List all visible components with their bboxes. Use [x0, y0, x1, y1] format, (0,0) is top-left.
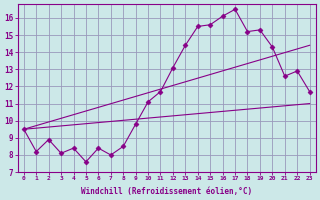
X-axis label: Windchill (Refroidissement éolien,°C): Windchill (Refroidissement éolien,°C)	[81, 187, 252, 196]
